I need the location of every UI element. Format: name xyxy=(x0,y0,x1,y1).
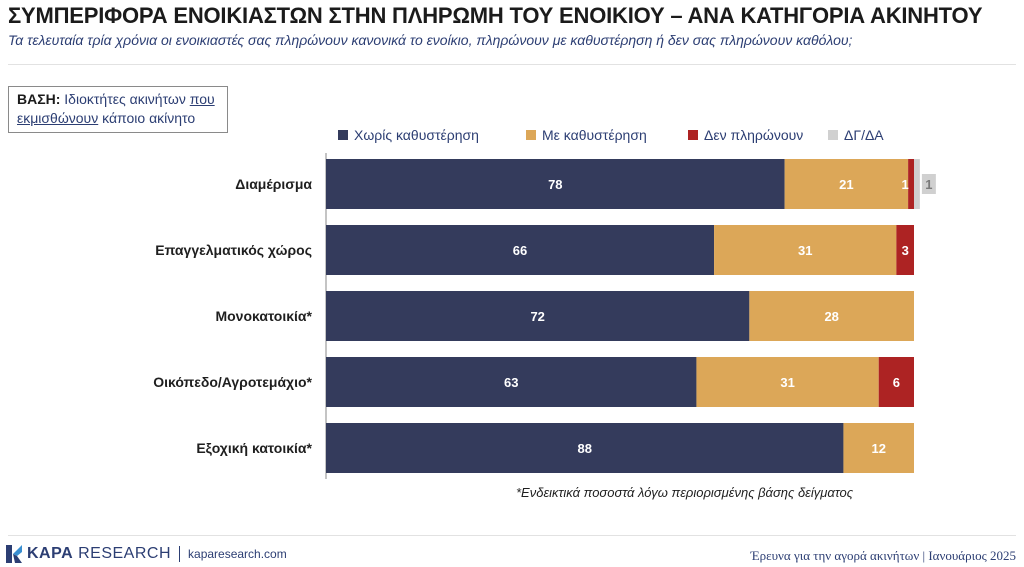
legend-item: Χωρίς καθυστέρηση xyxy=(338,127,479,143)
data-label: 28 xyxy=(824,309,838,324)
legend-item: Με καθυστέρηση xyxy=(526,127,647,143)
category-label: Εξοχική κατοικία* xyxy=(196,440,312,456)
legend-item: Δεν πληρώνουν xyxy=(688,127,803,143)
sample-note: *Ενδεικτικά ποσοστά λόγω περιορισμένης β… xyxy=(516,485,854,500)
kapa-logo-icon xyxy=(6,545,22,563)
data-label: 88 xyxy=(577,441,591,456)
legend-swatch xyxy=(688,130,698,140)
brand-rest: RESEARCH xyxy=(78,545,172,562)
legend-label: Δεν πληρώνουν xyxy=(704,127,804,143)
survey-separator: | xyxy=(922,548,926,563)
bar-segment xyxy=(326,423,844,473)
base-text-underlined: που εκμισθώνουν xyxy=(17,91,215,126)
website-link[interactable]: kaparesearch.com xyxy=(188,547,287,561)
bar-segment xyxy=(326,357,697,407)
bar-segment xyxy=(784,159,909,209)
survey-name: Έρευνα για την αγορά ακινήτων xyxy=(750,548,920,563)
legend-swatch xyxy=(526,130,536,140)
category-label: Διαμέρισμα xyxy=(235,176,312,192)
category-label: Μονοκατοικία* xyxy=(215,308,312,324)
bar-segment xyxy=(896,225,914,275)
survey-date: Ιανουάριος 2025 xyxy=(928,548,1016,563)
legend-swatch xyxy=(338,130,348,140)
data-label: 31 xyxy=(798,243,812,258)
bar-segment xyxy=(843,423,914,473)
footer-brand: KAPA RESEARCH kaparesearch.com xyxy=(6,545,287,563)
header-divider xyxy=(8,64,1016,65)
page-title: ΣΥΜΠΕΡΙΦΟΡΑ ΕΝΟΙΚΙΑΣΤΩΝ ΣΤΗΝ ΠΛΗΡΩΜΗ ΤΟΥ… xyxy=(8,3,983,28)
category-label: Οικόπεδο/Αγροτεμάχιο* xyxy=(153,374,312,390)
category-label: Επαγγελματικός χώρος xyxy=(155,242,312,258)
bar-segment xyxy=(696,357,879,407)
base-text-before: Ιδιοκτήτες ακινήτων xyxy=(64,91,186,107)
page-subtitle: Τα τελευταία τρία χρόνια οι ενοικιαστές … xyxy=(8,32,853,48)
bar-segment xyxy=(908,159,914,209)
brand-bold: KAPA xyxy=(27,545,74,562)
bar-segment xyxy=(749,291,914,341)
legend-label: ΔΓ/ΔΑ xyxy=(844,127,884,143)
bar-segment xyxy=(326,159,785,209)
bar-segment xyxy=(714,225,897,275)
footer-separator-line xyxy=(179,546,181,562)
legend-label: Με καθυστέρηση xyxy=(542,127,647,143)
footer-survey-info: Έρευνα για την αγορά ακινήτων | Ιανουάρι… xyxy=(751,548,1016,564)
legend-item: ΔΓ/ΔΑ xyxy=(828,127,884,143)
data-label: 1 xyxy=(902,177,909,192)
data-label: 12 xyxy=(871,441,885,456)
data-label: 72 xyxy=(530,309,544,324)
legend-swatch xyxy=(828,130,838,140)
bar-segment xyxy=(878,357,914,407)
bar-segment xyxy=(914,159,920,209)
data-label: 31 xyxy=(780,375,794,390)
data-label: 21 xyxy=(839,177,853,192)
sample-base-box: ΒΑΣΗ: Ιδιοκτήτες ακινήτων που εκμισθώνου… xyxy=(8,86,228,133)
legend-label: Χωρίς καθυστέρηση xyxy=(354,127,479,143)
data-label: 63 xyxy=(504,375,518,390)
data-label-tag xyxy=(921,174,936,194)
data-label: 66 xyxy=(513,243,527,258)
bar-segment xyxy=(326,225,715,275)
base-label: ΒΑΣΗ: xyxy=(17,91,61,107)
base-text-after: κάποιο ακίνητο xyxy=(102,110,196,126)
data-label: 78 xyxy=(548,177,562,192)
data-label: 1 xyxy=(925,177,932,192)
data-label: 3 xyxy=(902,243,909,258)
footer-divider xyxy=(8,535,1016,536)
data-label: 6 xyxy=(893,375,900,390)
brand-name: KAPA RESEARCH xyxy=(27,545,171,563)
bar-segment xyxy=(326,291,750,341)
